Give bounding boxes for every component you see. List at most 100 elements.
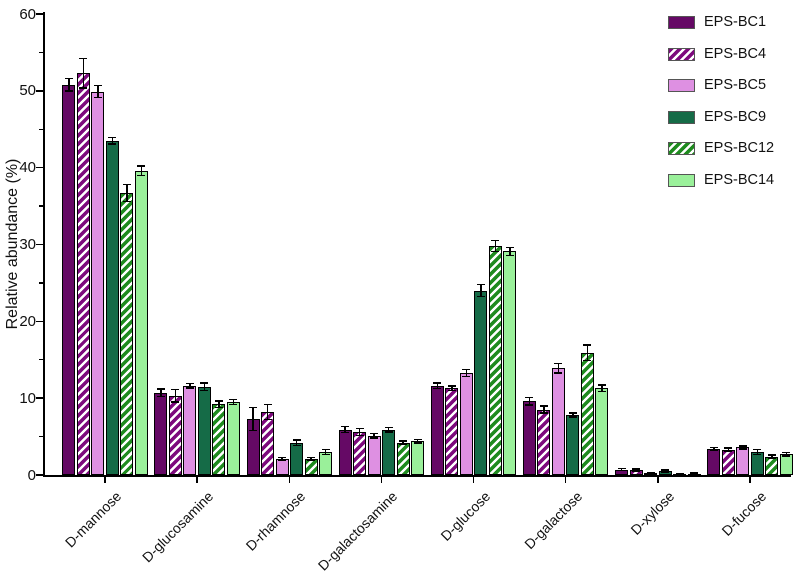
- error-bar-cap: [753, 453, 762, 455]
- error-bar-cap: [413, 442, 422, 444]
- bar-eps-bc14: [595, 388, 609, 475]
- y-tick-label: 40: [19, 159, 36, 177]
- error-bar-cap: [462, 368, 471, 371]
- x-axis-label: D-mannose: [61, 488, 125, 551]
- legend-item-eps-bc9: EPS-BC9: [668, 108, 793, 126]
- bar-eps-bc14: [411, 441, 425, 475]
- error-bar-cap: [525, 396, 534, 399]
- error-bar-line: [373, 433, 375, 439]
- error-bar-line: [785, 452, 787, 457]
- error-bar-cap: [263, 418, 272, 421]
- legend-label: EPS-BC9: [704, 108, 767, 125]
- bar-eps-bc14: [503, 251, 517, 475]
- legend-item-eps-bc12: EPS-BC12: [668, 141, 793, 157]
- error-bar-cap: [767, 457, 776, 459]
- error-bar-cap: [525, 404, 534, 406]
- bar-eps-bc1: [430, 385, 444, 475]
- x-tick: [288, 477, 291, 483]
- bar-eps-bc12: [304, 458, 318, 475]
- bar-eps-bc1: [338, 429, 352, 475]
- bar-eps-bc12: [488, 246, 502, 475]
- error-bar-cap: [370, 432, 379, 435]
- error-bar-cap: [214, 406, 223, 409]
- error-bar-line: [713, 447, 715, 451]
- error-bar-line: [480, 284, 482, 297]
- y-major-tick: [36, 166, 43, 169]
- error-bar-cap: [709, 446, 718, 449]
- error-bar-line: [82, 58, 84, 88]
- legend-label: EPS-BC14: [704, 172, 775, 188]
- error-bar-line: [635, 469, 637, 471]
- error-bar-cap: [491, 239, 500, 242]
- error-bar-line: [771, 455, 773, 459]
- bar-eps-bc9: [566, 415, 580, 475]
- error-bar-cap: [505, 246, 514, 249]
- error-bar-line: [727, 448, 729, 452]
- error-bar-cap: [646, 472, 655, 475]
- error-bar-cap: [229, 398, 238, 401]
- x-tick: [380, 477, 383, 483]
- legend-swatch-eps-bc4: [668, 47, 695, 61]
- y-tick-label: 10: [19, 389, 36, 407]
- error-bar-cap: [355, 427, 364, 430]
- bar-eps-bc9: [197, 386, 211, 475]
- error-bar-line: [509, 247, 511, 256]
- x-axis-line: [43, 475, 791, 477]
- y-major-tick: [36, 90, 43, 92]
- error-bar-line: [324, 449, 327, 455]
- error-bar-cap: [156, 388, 165, 390]
- error-bar-cap: [384, 426, 393, 429]
- bar-eps-bc12: [212, 404, 226, 475]
- error-bar-cap: [93, 84, 102, 87]
- error-bar-line: [266, 404, 269, 420]
- y-minor-tick: [39, 128, 43, 130]
- error-bar-cap: [214, 400, 223, 402]
- error-bar-cap: [782, 455, 791, 457]
- bar-eps-bc4: [537, 409, 551, 475]
- error-bar-line: [140, 166, 142, 176]
- error-bar-line: [494, 240, 497, 252]
- error-bar-line: [620, 468, 623, 471]
- bar-eps-bc12: [765, 456, 779, 475]
- bar-eps-bc14: [226, 402, 240, 475]
- error-bar-cap: [249, 429, 258, 432]
- error-bar-line: [543, 406, 545, 414]
- y-major-tick: [36, 397, 43, 399]
- y-major-tick: [36, 474, 43, 476]
- error-bar-cap: [782, 451, 791, 454]
- error-bar-line: [97, 85, 99, 98]
- error-bar-line: [252, 407, 254, 431]
- bar-eps-bc9: [105, 140, 119, 475]
- error-bar-line: [111, 137, 113, 144]
- bar-eps-bc9: [290, 442, 304, 475]
- error-bar-line: [402, 441, 404, 445]
- error-bar-cap: [675, 473, 684, 476]
- error-bar-line: [586, 345, 589, 361]
- error-bar-cap: [341, 425, 350, 428]
- legend-item-eps-bc1: EPS-BC1: [668, 15, 793, 31]
- error-bar-cap: [64, 77, 73, 80]
- error-bar-cap: [292, 439, 301, 441]
- error-bar-cap: [93, 96, 102, 99]
- error-bar-cap: [597, 390, 606, 392]
- y-axis-line: [43, 12, 45, 477]
- x-tick: [657, 477, 659, 483]
- error-bar-cap: [690, 473, 699, 475]
- error-bar-cap: [171, 388, 180, 391]
- bar-eps-bc5: [551, 368, 565, 475]
- error-bar-cap: [413, 438, 422, 441]
- error-bar-line: [557, 363, 560, 373]
- error-bar-line: [416, 439, 419, 444]
- error-bar-cap: [583, 359, 592, 362]
- error-bar-cap: [200, 382, 209, 384]
- error-bar-line: [756, 449, 758, 455]
- error-bar-cap: [433, 387, 442, 390]
- bar-eps-bc9: [474, 290, 488, 475]
- error-bar-cap: [399, 443, 408, 446]
- error-bar-cap: [675, 472, 684, 475]
- error-bar-cap: [617, 469, 626, 472]
- error-bar-cap: [554, 372, 563, 374]
- bar-eps-bc4: [168, 395, 182, 475]
- legend-swatch-eps-bc5: [668, 79, 695, 93]
- error-bar-line: [344, 426, 346, 433]
